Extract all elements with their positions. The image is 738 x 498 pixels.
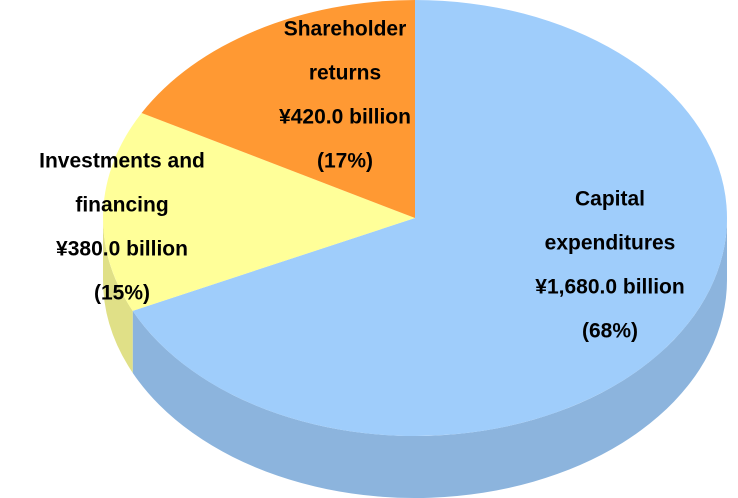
- pie-side: [103, 218, 133, 373]
- pie-side: [132, 218, 727, 498]
- slice-label: Capital: [575, 188, 645, 211]
- slice-label: Investments and: [39, 150, 205, 173]
- slice-label: Shareholder: [284, 18, 407, 41]
- pie-slice: [103, 112, 415, 311]
- slice-label: returns: [309, 62, 381, 85]
- amount-label: ¥1,680.0 billion: [535, 276, 684, 299]
- slice-label: expenditures: [545, 232, 676, 255]
- percent-label: (68%): [582, 320, 638, 343]
- amount-label: ¥380.0 billion: [56, 238, 188, 261]
- slice-label: financing: [75, 194, 168, 217]
- amount-label: ¥420.0 billion: [279, 106, 411, 129]
- pie-slice: [141, 0, 415, 218]
- percent-label: (17%): [317, 150, 373, 173]
- percent-label: (15%): [94, 282, 150, 305]
- pie-slice: [132, 0, 727, 437]
